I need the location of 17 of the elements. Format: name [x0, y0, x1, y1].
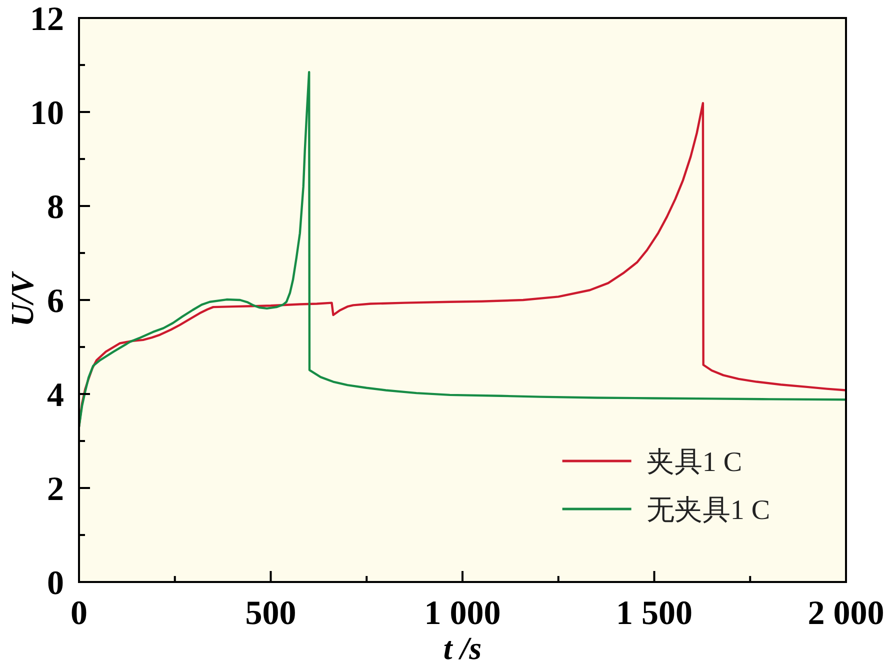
y-tick-label: 8 [47, 189, 64, 226]
x-tick-label: 1 000 [424, 595, 501, 632]
x-tick-label: 2 000 [808, 595, 884, 632]
legend: 夹具1 C 无夹具1 C [562, 447, 770, 526]
y-tick-label: 6 [47, 283, 64, 320]
y-tick-label: 4 [47, 377, 64, 414]
y-tick-label: 0 [47, 565, 64, 602]
x-tick-label: 1 500 [616, 595, 692, 632]
y-tick-label: 12 [30, 1, 64, 38]
y-axis-title: U/V [4, 270, 40, 327]
y-tick-label: 2 [47, 471, 64, 508]
legend-label: 无夹具1 C [646, 495, 770, 526]
x-axis-title: t /s [443, 630, 482, 666]
y-tick-label: 10 [30, 95, 64, 132]
x-tick-label: 500 [245, 595, 296, 632]
x-tick-label: 0 [70, 595, 88, 632]
legend-label: 夹具1 C [646, 447, 742, 478]
